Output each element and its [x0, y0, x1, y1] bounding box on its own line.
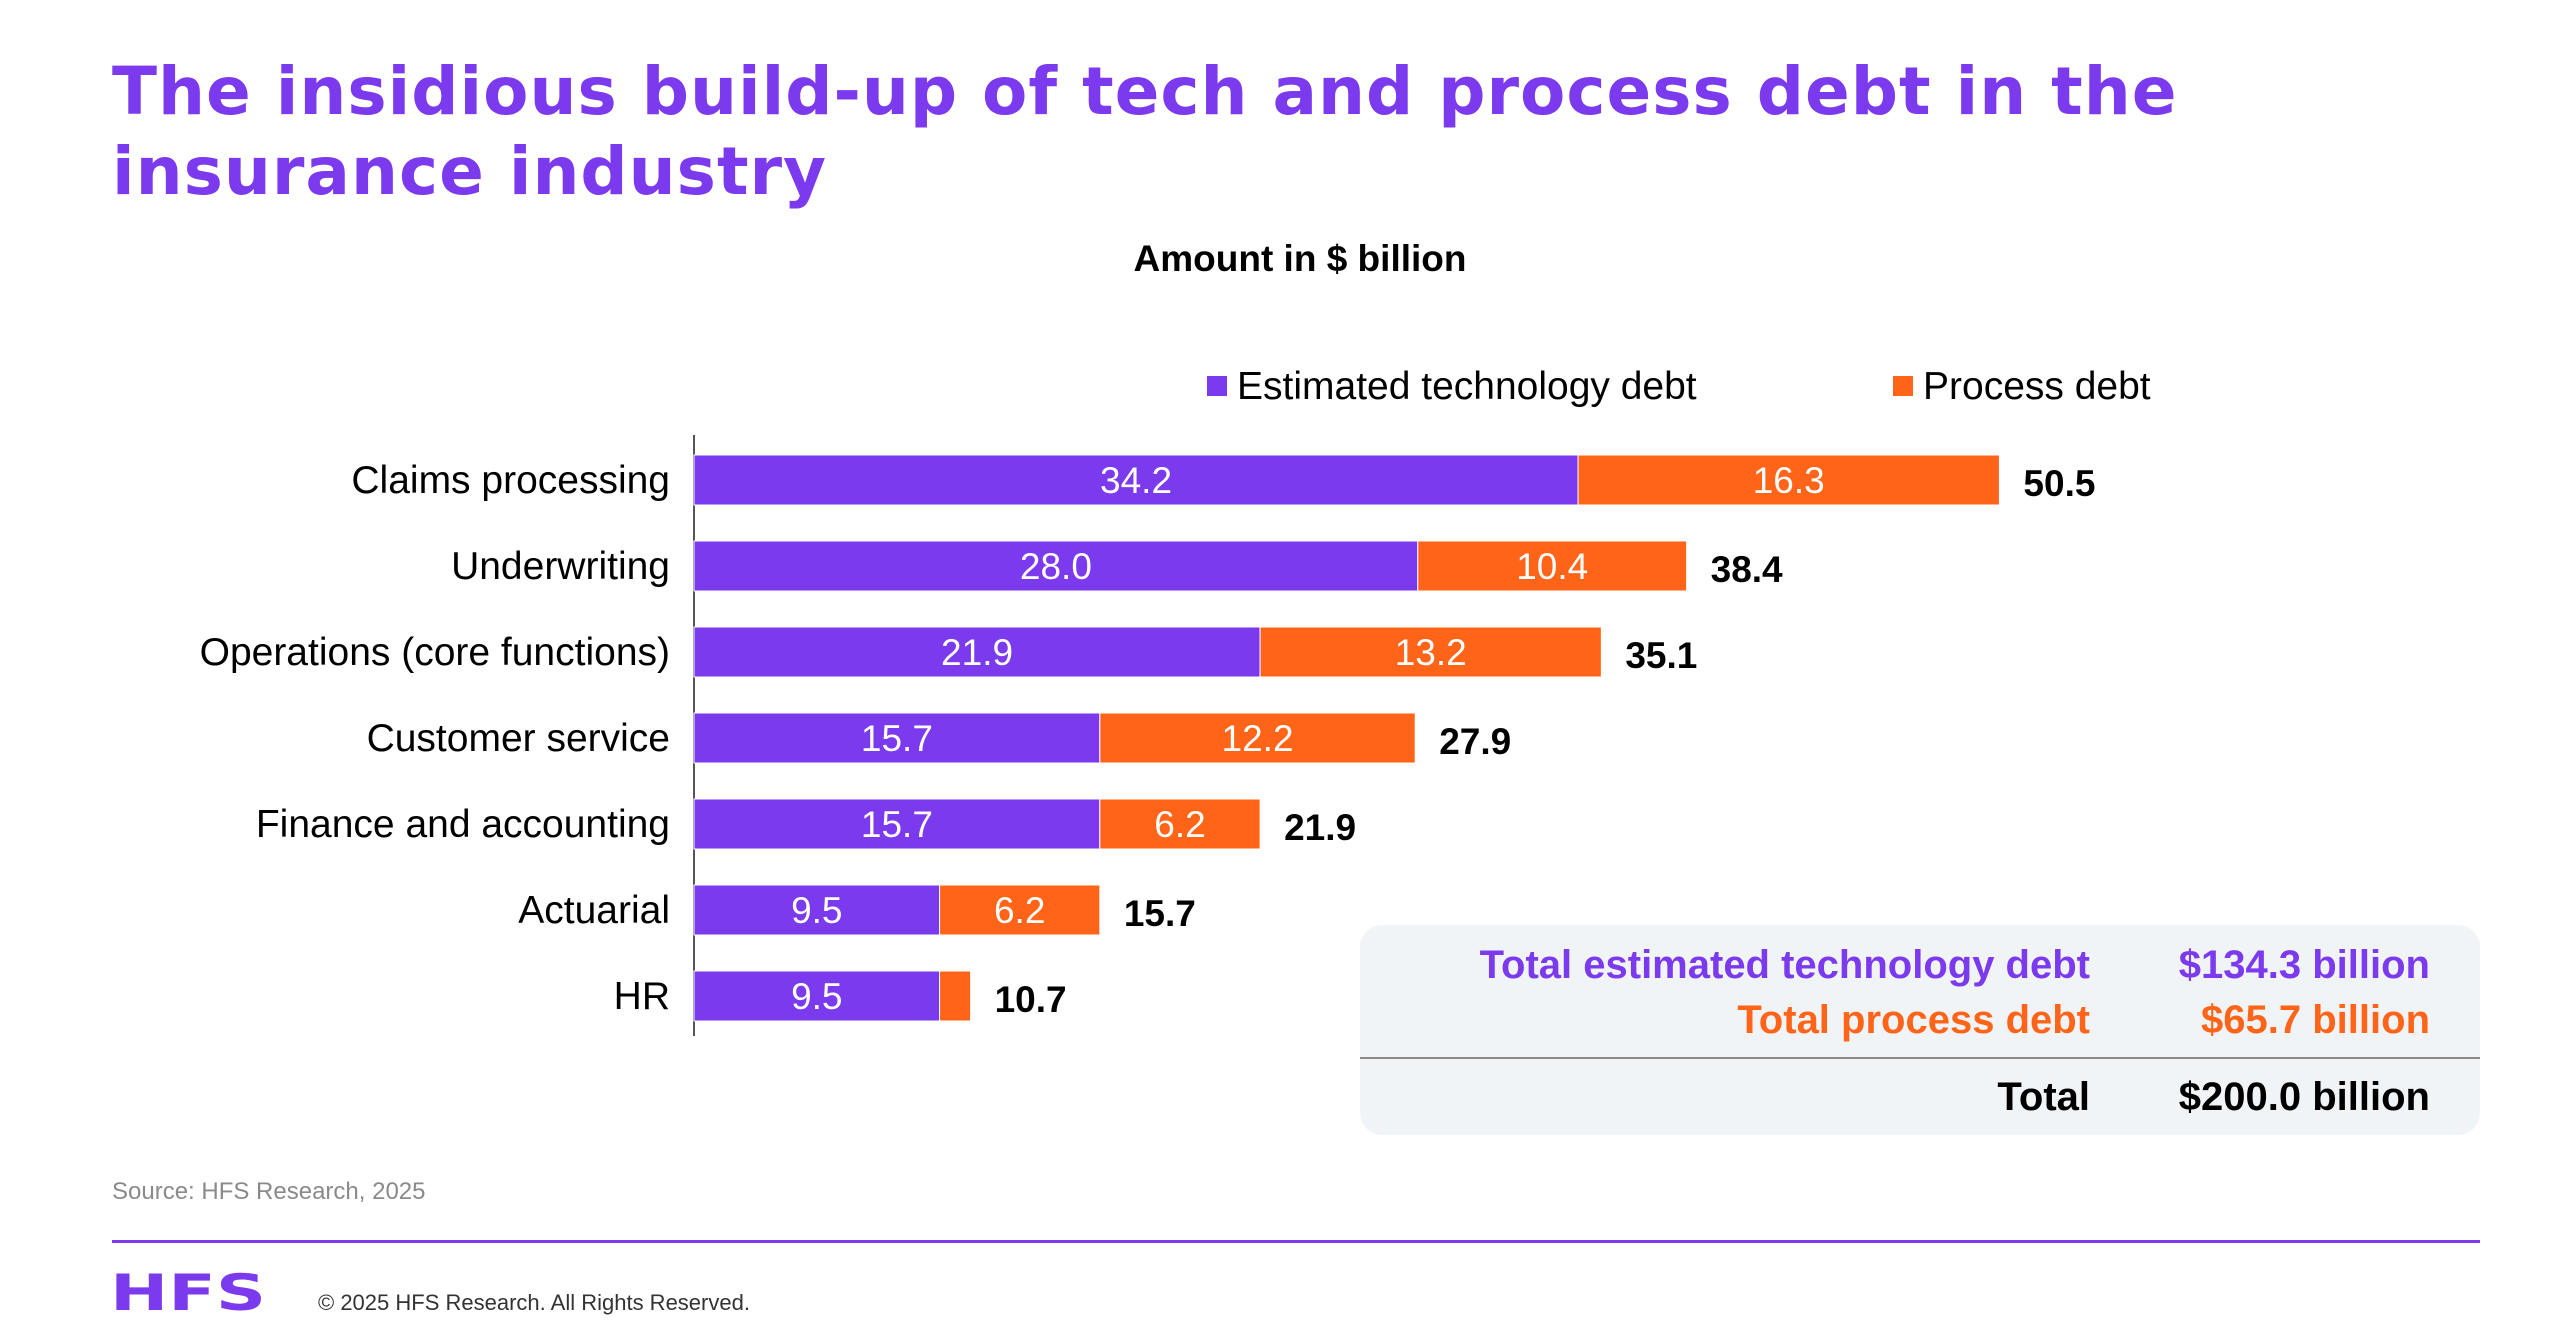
bar-total-label: 15.7	[1124, 893, 1196, 934]
hfs-logo: HFS	[110, 1268, 266, 1318]
legend-swatch-0	[1207, 376, 1227, 396]
category-label: Customer service	[367, 717, 670, 760]
bar-segment-tech	[693, 454, 1579, 506]
bar-value-label: 16.3	[1753, 460, 1825, 501]
summary-tech-label: Total estimated technology debt	[1479, 943, 2090, 987]
bar-value-label: 21.9	[941, 632, 1013, 673]
bar-value-label: 12.2	[1222, 718, 1294, 759]
source-note: Source: HFS Research, 2025	[112, 1178, 426, 1205]
summary-tech-value: $134.3 billion	[2178, 943, 2430, 987]
chart-subtitle: Amount in $ billion	[1133, 238, 1467, 279]
bar-value-label: 6.2	[1154, 804, 1205, 845]
bar-value-label: 34.2	[1100, 460, 1172, 501]
bar-value-label: 13.2	[1395, 632, 1467, 673]
summary-process-label: Total process debt	[1737, 998, 2090, 1042]
bar-segment-process	[939, 884, 1101, 936]
bar-segment-tech	[693, 970, 941, 1022]
bar-segment-process	[1099, 798, 1261, 850]
copyright-note: © 2025 HFS Research. All Rights Reserved…	[318, 1290, 750, 1315]
bar-segment-tech	[693, 798, 1101, 850]
legend-swatch-1	[1893, 376, 1913, 396]
category-label: Underwriting	[451, 545, 670, 588]
summary-process-value: $65.7 billion	[2201, 998, 2430, 1042]
summary-panel: Total estimated technology debt $134.3 b…	[1360, 925, 2480, 1135]
bar-value-label: 15.7	[861, 804, 933, 845]
bar-segment-process	[1099, 712, 1416, 764]
bar-value-label: 9.5	[791, 890, 842, 931]
bar-value-label: 28.0	[1020, 546, 1092, 587]
legend-label-0: Estimated technology debt	[1237, 365, 1697, 408]
bar-total-label: 38.4	[1711, 549, 1783, 590]
category-label: Operations (core functions)	[200, 631, 670, 674]
bar-total-label: 21.9	[1284, 807, 1356, 848]
bar-segment-tech	[693, 712, 1101, 764]
bar-segment-process	[1259, 626, 1602, 678]
category-label: Finance and accounting	[256, 803, 670, 846]
bar-total-label: 50.5	[2023, 463, 2095, 504]
bar-total-label: 27.9	[1439, 721, 1511, 762]
bar-total-label: 10.7	[995, 979, 1067, 1020]
chart-title: The insidious build-up of tech and proce…	[112, 53, 2178, 210]
summary-divider	[1360, 1057, 2480, 1059]
logo-text: HFS	[110, 1268, 266, 1318]
bar-segment-process	[1417, 540, 1688, 592]
category-label: Claims processing	[351, 459, 670, 502]
bar-total-label: 35.1	[1625, 635, 1697, 676]
bar-value-label: 9.5	[791, 976, 842, 1017]
bar-value-label: 6.2	[994, 890, 1045, 931]
summary-total-value: $200.0 billion	[2178, 1075, 2430, 1119]
bar-segment-process	[1577, 454, 2000, 506]
bar-segment-process	[939, 970, 972, 1022]
category-label: Actuarial	[518, 889, 670, 932]
stacked-bar-chart: Estimated technology debt Process debt Cla…	[200, 365, 2151, 1036]
bar-segment-tech	[693, 540, 1419, 592]
bar-value-label: 15.7	[861, 718, 933, 759]
bar-segment-tech	[693, 626, 1261, 678]
category-label: HR	[614, 975, 670, 1018]
legend-label-1: Process debt	[1923, 365, 2151, 408]
summary-total-label: Total	[1997, 1075, 2090, 1119]
footer-divider	[112, 1240, 2480, 1243]
bar-value-label: 10.4	[1516, 546, 1588, 587]
